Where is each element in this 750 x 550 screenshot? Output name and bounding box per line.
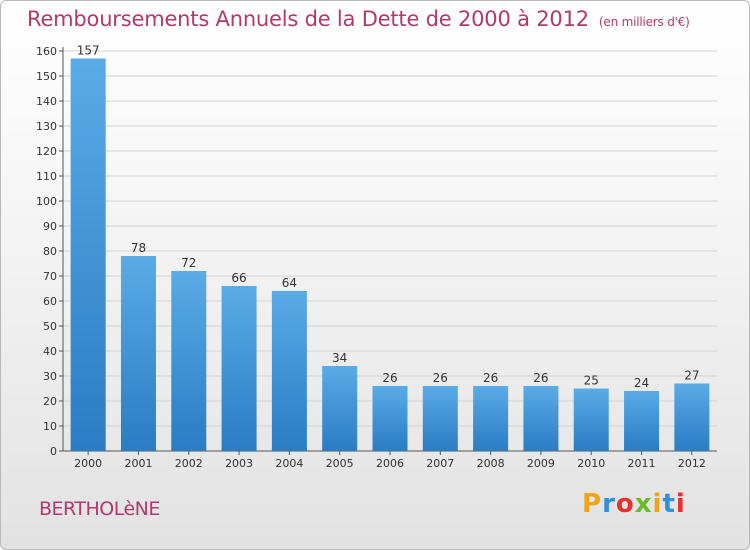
y-tick-label: 150 <box>36 70 57 83</box>
bar-value-label: 24 <box>634 376 649 390</box>
y-tick-label: 110 <box>36 170 57 183</box>
grid-lines <box>63 50 717 427</box>
logo-letter: t <box>662 489 676 519</box>
bar-2009 <box>523 386 559 451</box>
logo-letter: r <box>602 489 616 519</box>
bar-value-label: 78 <box>131 241 146 255</box>
logo-letter: o <box>615 489 635 519</box>
y-tick-label: 160 <box>36 45 57 58</box>
bar-2002 <box>171 271 207 451</box>
x-tick-label: 2006 <box>376 457 404 470</box>
y-tick-label: 40 <box>43 345 57 358</box>
x-tick-label: 2010 <box>577 457 605 470</box>
bar-2001 <box>120 256 156 451</box>
chart-title-text: Remboursements Annuels de la Dette de 20… <box>27 7 589 31</box>
y-tick-label: 60 <box>43 295 57 308</box>
bar-2008 <box>473 386 509 451</box>
bar-2005 <box>322 366 358 451</box>
bar-2010 <box>573 388 609 451</box>
y-tick-label: 50 <box>43 320 57 333</box>
bar-value-label: 64 <box>282 276 297 290</box>
town-name: BERTHOLèNE <box>39 498 160 520</box>
chart-title: Remboursements Annuels de la Dette de 20… <box>27 7 690 31</box>
bar-value-label: 26 <box>433 371 448 385</box>
chart-unit: (en milliers d'€) <box>598 15 690 29</box>
x-tick-label: 2009 <box>527 457 555 470</box>
bar-2011 <box>624 391 660 451</box>
y-tick-label: 120 <box>36 145 57 158</box>
bar-2007 <box>422 386 458 451</box>
y-tick-label: 80 <box>43 245 57 258</box>
logo-letter: i <box>652 489 663 519</box>
bars <box>70 58 710 451</box>
bar-value-label: 26 <box>382 371 397 385</box>
bar-2012 <box>674 383 710 451</box>
bar-value-label: 26 <box>533 371 548 385</box>
y-tick-label: 0 <box>50 445 57 458</box>
y-tick-label: 90 <box>43 220 57 233</box>
x-tick-label: 2000 <box>74 457 102 470</box>
y-tick-label: 140 <box>36 95 57 108</box>
bar-2004 <box>271 291 307 451</box>
bar-value-label: 157 <box>77 44 100 58</box>
bar-value-label: 72 <box>181 256 196 270</box>
y-tick-label: 30 <box>43 370 57 383</box>
x-tick-label: 2004 <box>275 457 303 470</box>
y-tick-label: 70 <box>43 270 57 283</box>
x-tick-label: 2012 <box>678 457 706 470</box>
bar-value-label: 34 <box>332 351 347 365</box>
proxiti-logo: Proxiti <box>582 489 686 519</box>
x-tick-label: 2011 <box>628 457 656 470</box>
logo-letter: i <box>675 489 686 519</box>
x-tick-label: 2005 <box>326 457 354 470</box>
labels: 0 10 20 30 40 50 60 70 80 90 100 110 120 130 140 150 160… <box>36 44 706 471</box>
bar-2003 <box>221 286 257 451</box>
y-tick-label: 100 <box>36 195 57 208</box>
bar-value-label: 26 <box>483 371 498 385</box>
y-tick-label: 20 <box>43 395 57 408</box>
y-tick-label: 10 <box>43 420 57 433</box>
logo-letter: x <box>634 489 653 519</box>
bar-value-label: 27 <box>684 369 699 383</box>
x-tick-label: 2001 <box>124 457 152 470</box>
bar-value-label: 25 <box>584 374 599 388</box>
logo-letter: P <box>582 489 603 519</box>
bar-value-label: 66 <box>231 271 246 285</box>
x-tick-label: 2008 <box>477 457 505 470</box>
x-tick-label: 2003 <box>225 457 253 470</box>
bar-2006 <box>372 386 408 451</box>
x-tick-label: 2007 <box>426 457 454 470</box>
bar-2000 <box>70 58 106 451</box>
x-tick-label: 2002 <box>175 457 203 470</box>
y-tick-label: 130 <box>36 120 57 133</box>
